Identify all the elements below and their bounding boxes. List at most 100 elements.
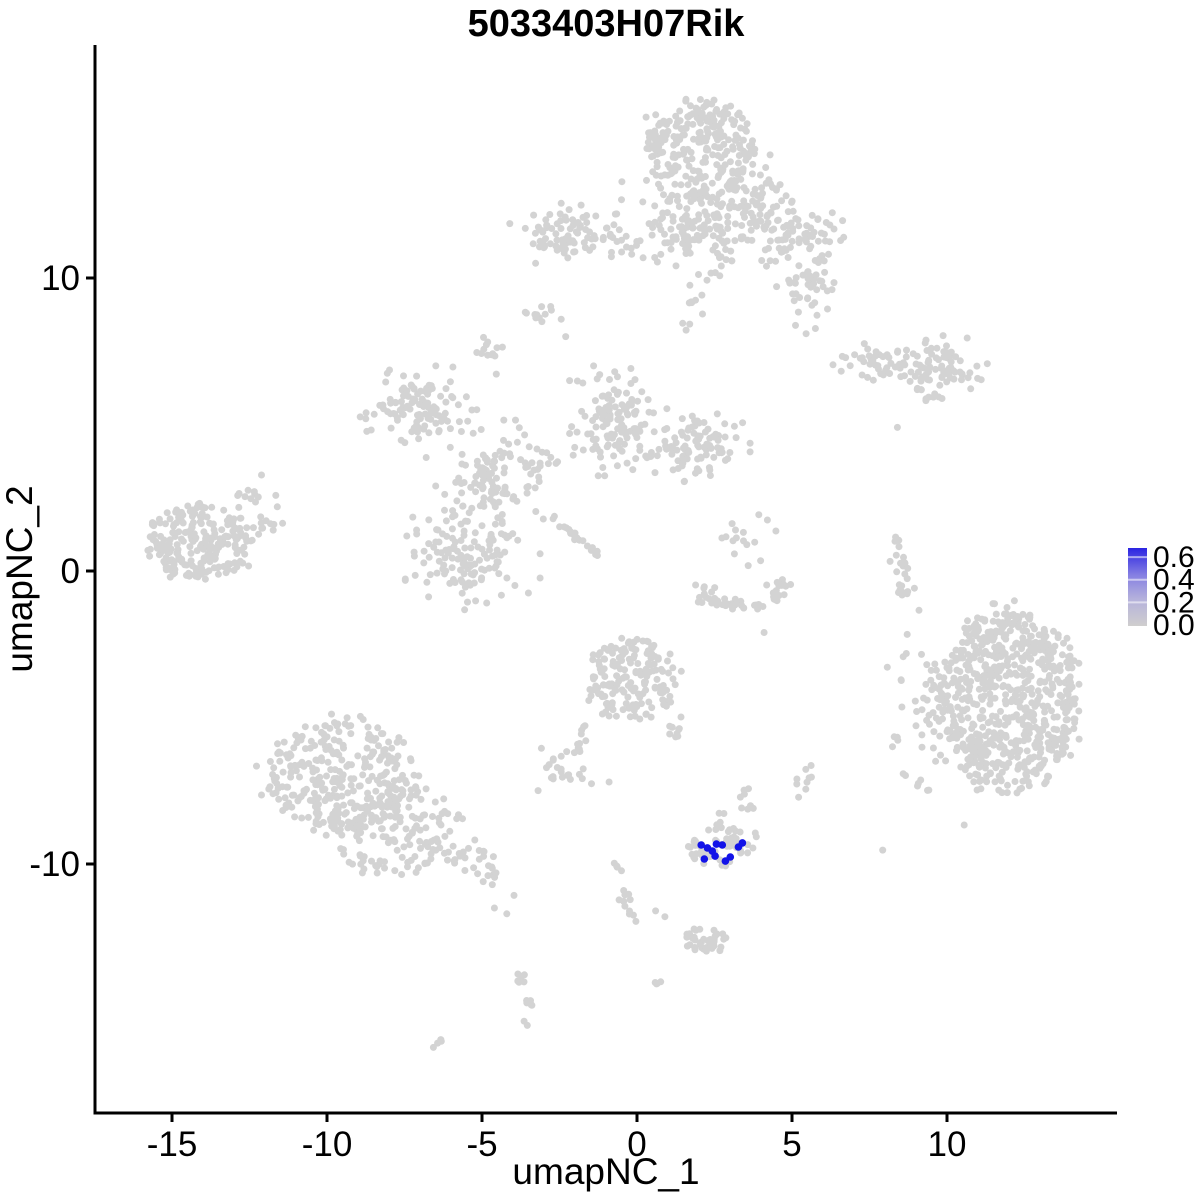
cell-point: [614, 373, 621, 381]
cell-point: [192, 572, 200, 580]
cell-point: [763, 262, 770, 270]
cell-point: [418, 395, 426, 403]
cell-point: [166, 566, 174, 573]
cell-point: [414, 423, 422, 431]
cell-point: [311, 803, 319, 810]
cell-point: [1002, 631, 1010, 639]
cell-point: [565, 206, 573, 214]
cell-point: [468, 504, 476, 512]
cell-point: [739, 419, 747, 427]
cell-point: [473, 457, 481, 465]
cell-point: [735, 152, 743, 159]
cell-point: [1004, 781, 1011, 789]
cell-point: [280, 738, 288, 746]
cell-point: [756, 211, 764, 219]
cell-point: [696, 940, 704, 948]
cell-point: [981, 617, 989, 625]
cell-point: [513, 497, 521, 505]
cell-point: [721, 456, 729, 464]
y-tick-label: -10: [29, 845, 80, 884]
cell-point: [669, 466, 677, 474]
cell-point: [382, 833, 390, 841]
cell-point: [448, 564, 456, 572]
cell-point: [1066, 652, 1074, 660]
cell-point: [354, 822, 362, 830]
cell-point: [597, 453, 604, 461]
cell-point: [726, 449, 734, 456]
cell-point: [440, 561, 448, 569]
cell-point: [840, 233, 848, 241]
cell-point: [1028, 711, 1036, 719]
cell-point: [671, 434, 679, 442]
cell-point: [489, 853, 497, 861]
cell-point: [364, 789, 372, 797]
cell-point: [793, 780, 801, 788]
cell-point: [321, 797, 329, 805]
cell-point: [224, 566, 232, 574]
cell-point: [464, 598, 471, 606]
cell-point: [469, 429, 477, 437]
cell-point: [379, 810, 387, 818]
cell-point: [942, 352, 950, 360]
cell-point: [1028, 690, 1036, 698]
cell-point: [621, 440, 628, 448]
cell-point: [1019, 627, 1027, 635]
cell-point: [1011, 778, 1019, 785]
cell-point: [512, 416, 519, 424]
cell-point: [678, 415, 686, 423]
cell-point: [402, 825, 410, 833]
cell-point: [967, 678, 975, 685]
cell-point: [385, 754, 393, 762]
cell-point: [982, 751, 990, 759]
cell-point: [214, 570, 222, 578]
expressing-cell-point: [718, 841, 727, 849]
cell-point: [610, 221, 618, 229]
cell-point: [724, 219, 732, 227]
cell-point: [997, 777, 1005, 785]
cell-point: [897, 373, 905, 381]
cell-point: [408, 383, 416, 390]
cell-point: [685, 162, 693, 170]
colorbar: [1128, 548, 1147, 626]
cell-point: [392, 398, 399, 406]
cell-point: [802, 785, 810, 793]
cell-point: [719, 200, 726, 208]
cell-point: [939, 715, 946, 723]
cell-point: [632, 407, 640, 415]
cell-point: [979, 723, 987, 731]
cell-point: [642, 665, 650, 673]
cell-point: [380, 746, 388, 754]
cell-point: [611, 403, 619, 411]
cell-point: [542, 235, 549, 243]
cell-point: [421, 859, 429, 867]
cell-point: [952, 353, 960, 361]
cell-point: [535, 473, 543, 481]
cell-point: [231, 541, 239, 549]
cell-point: [237, 514, 245, 522]
cell-point: [199, 503, 206, 511]
cell-point: [899, 770, 907, 778]
cell-point: [618, 634, 626, 642]
cell-point: [945, 664, 953, 672]
cell-point: [893, 423, 901, 431]
cell-point: [997, 707, 1004, 715]
cell-point: [747, 226, 755, 234]
cell-point: [375, 742, 382, 750]
cell-point: [799, 271, 807, 279]
cell-point: [522, 309, 530, 317]
cell-point: [243, 524, 251, 532]
cell-point: [632, 701, 640, 708]
cell-point: [492, 562, 500, 570]
cell-point: [786, 279, 794, 287]
cell-point: [702, 146, 710, 154]
cell-point: [396, 813, 404, 821]
cell-point: [420, 547, 428, 555]
cell-point: [717, 262, 725, 270]
cell-point: [279, 768, 287, 776]
cell-point: [523, 489, 531, 497]
cell-point: [717, 127, 724, 135]
cell-point: [936, 696, 944, 704]
cell-point: [695, 135, 703, 143]
cell-point: [479, 451, 487, 459]
cell-point: [744, 562, 752, 570]
